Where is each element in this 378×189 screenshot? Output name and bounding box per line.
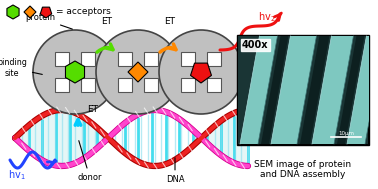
- Polygon shape: [128, 62, 148, 82]
- FancyBboxPatch shape: [55, 78, 69, 92]
- Polygon shape: [240, 36, 277, 144]
- Polygon shape: [40, 7, 52, 18]
- Text: ET: ET: [87, 105, 99, 115]
- FancyBboxPatch shape: [207, 52, 221, 66]
- FancyBboxPatch shape: [238, 36, 368, 144]
- Text: hv$_1$: hv$_1$: [8, 168, 26, 182]
- Text: ET: ET: [164, 18, 175, 26]
- FancyBboxPatch shape: [81, 52, 95, 66]
- Text: = acceptors: = acceptors: [56, 8, 111, 16]
- Text: 10μm: 10μm: [338, 131, 354, 136]
- Polygon shape: [312, 36, 353, 144]
- Polygon shape: [24, 6, 36, 18]
- Text: SEM image of protein
and DNA assembly: SEM image of protein and DNA assembly: [254, 160, 352, 179]
- FancyBboxPatch shape: [118, 78, 132, 92]
- Text: protein: protein: [25, 13, 72, 29]
- Text: donor: donor: [78, 141, 102, 183]
- Polygon shape: [271, 36, 316, 144]
- FancyBboxPatch shape: [144, 52, 158, 66]
- Polygon shape: [191, 63, 211, 83]
- FancyBboxPatch shape: [81, 78, 95, 92]
- Text: DNA: DNA: [166, 158, 184, 184]
- Circle shape: [96, 30, 180, 114]
- Text: hv$_2$: hv$_2$: [258, 10, 276, 24]
- Polygon shape: [300, 36, 330, 144]
- FancyBboxPatch shape: [237, 35, 369, 145]
- Text: binding
site: binding site: [0, 58, 42, 78]
- FancyBboxPatch shape: [181, 52, 195, 66]
- Polygon shape: [65, 61, 85, 83]
- Polygon shape: [7, 5, 19, 19]
- FancyBboxPatch shape: [181, 78, 195, 92]
- Text: 400x: 400x: [242, 40, 268, 50]
- FancyBboxPatch shape: [144, 78, 158, 92]
- Polygon shape: [337, 36, 364, 144]
- Text: ET: ET: [102, 18, 113, 26]
- FancyBboxPatch shape: [55, 52, 69, 66]
- FancyBboxPatch shape: [118, 52, 132, 66]
- FancyBboxPatch shape: [207, 78, 221, 92]
- Circle shape: [159, 30, 243, 114]
- Circle shape: [33, 30, 117, 114]
- Polygon shape: [261, 36, 288, 144]
- Polygon shape: [347, 36, 378, 144]
